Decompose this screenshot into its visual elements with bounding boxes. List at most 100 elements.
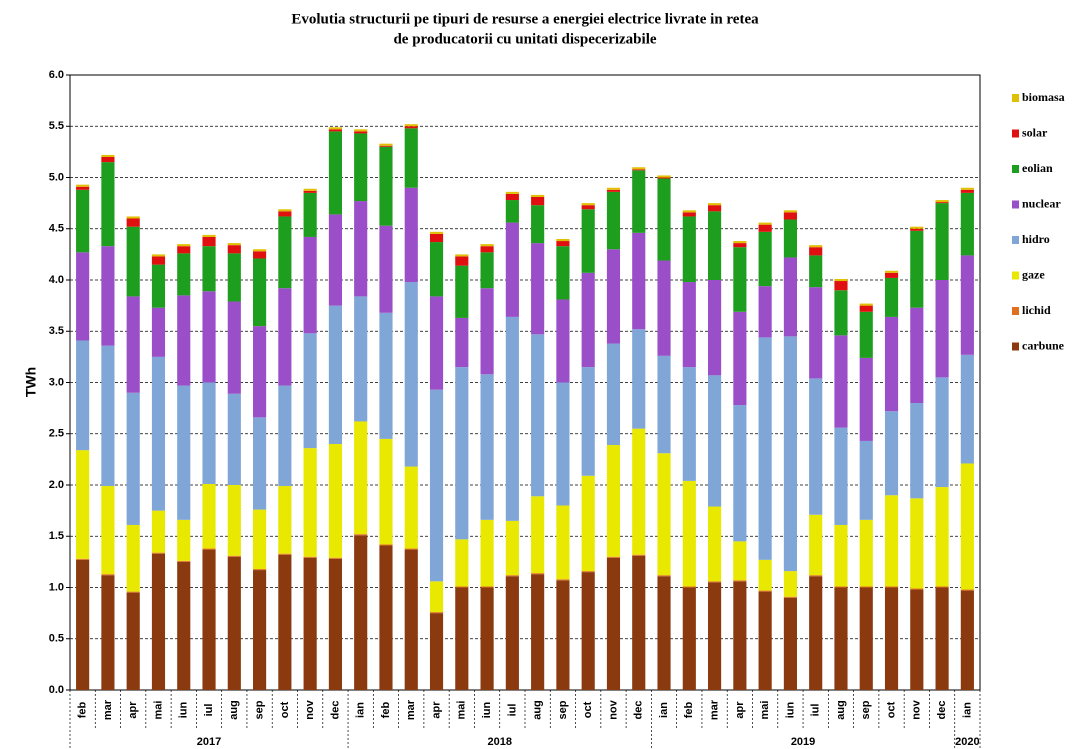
bar-segment <box>884 587 899 690</box>
bar-segment <box>227 485 241 556</box>
x-tick-label: apr <box>127 701 139 719</box>
x-tick-label: nov <box>607 699 619 719</box>
bar-segment <box>556 579 570 581</box>
bar-segment <box>834 587 848 690</box>
bar-segment <box>101 486 115 575</box>
bar-segment <box>227 301 241 394</box>
x-tick-label: oct <box>885 701 897 718</box>
bar-segment <box>253 249 267 252</box>
bar-segment <box>632 167 646 170</box>
bar-segment <box>278 209 292 212</box>
bar-segment <box>733 243 747 248</box>
bar-segment <box>455 367 469 540</box>
bar-segment <box>682 282 696 368</box>
bar-segment <box>404 282 418 467</box>
bar-segment <box>910 589 924 690</box>
bar-segment <box>556 382 570 506</box>
bar-segment <box>581 205 595 210</box>
bar-segment <box>884 277 899 317</box>
bar-segment <box>505 193 519 201</box>
bar-segment <box>809 255 823 288</box>
legend-swatch <box>1012 342 1019 351</box>
bar-segment <box>505 520 519 576</box>
bar-segment <box>960 187 974 190</box>
bar-segment <box>960 354 974 464</box>
bar-segment <box>202 483 216 549</box>
bar-segment <box>834 524 848 587</box>
bar-segment <box>455 586 469 588</box>
x-tick-label: dec <box>633 701 645 720</box>
y-tick-label: 0.5 <box>49 633 64 645</box>
x-tick-label: iun <box>784 701 796 718</box>
bar-segment <box>354 421 368 535</box>
legend-swatch <box>1012 271 1019 280</box>
bar-segment <box>657 177 671 179</box>
bar-segment <box>910 498 924 589</box>
bar-segment <box>455 317 469 368</box>
bar-segment <box>303 190 317 193</box>
bar-segment <box>935 586 949 588</box>
bar-segment <box>884 272 899 278</box>
bar-segment <box>758 231 772 287</box>
x-tick-label: iun <box>178 701 190 718</box>
bar-segment <box>682 480 696 587</box>
bar-segment <box>151 307 166 357</box>
bar-segment <box>758 224 772 232</box>
bar-segment <box>859 303 873 306</box>
bar-segment <box>76 558 90 560</box>
bar-segment <box>960 463 974 590</box>
bar-segment <box>935 202 949 204</box>
bar-segment <box>884 270 899 273</box>
bar-segment <box>531 496 545 574</box>
bar-segment <box>227 556 241 690</box>
bar-segment <box>303 333 317 449</box>
bar-segment <box>809 378 823 515</box>
bar-segment <box>177 253 191 296</box>
x-tick-label: mai <box>456 701 468 720</box>
y-tick-label: 5.5 <box>49 120 64 132</box>
bar-segment <box>278 553 292 555</box>
bar-segment <box>708 211 722 280</box>
y-tick-label: 6.0 <box>49 69 64 81</box>
x-tick-label: iun <box>481 701 493 718</box>
bar-segment <box>227 555 241 557</box>
bar-segment <box>76 450 90 559</box>
bar-segment <box>834 586 848 588</box>
bar-segment <box>202 382 216 484</box>
bar-segment <box>278 385 292 487</box>
bar-segment <box>76 186 90 190</box>
x-tick-label: sep <box>557 700 569 719</box>
legend-label: carbune <box>1022 338 1065 352</box>
bar-segment <box>531 205 545 244</box>
bar-segment <box>935 587 949 690</box>
bar-segment <box>556 580 570 690</box>
legend-swatch <box>1012 307 1019 315</box>
chart-title: Evolutia structurii pe tipuri de resurse… <box>291 11 759 27</box>
bar-segment <box>733 311 747 406</box>
bar-segment <box>657 355 671 454</box>
legend-label: biomasa <box>1022 90 1065 104</box>
legend-label: gaze <box>1022 267 1045 281</box>
bar-segment <box>101 162 115 247</box>
bar-segment <box>354 133 368 202</box>
x-tick-label: ian <box>658 702 670 718</box>
bar-segment <box>632 329 646 429</box>
bar-segment <box>126 591 140 593</box>
bar-segment <box>76 340 90 451</box>
bar-segment <box>556 241 570 247</box>
bar-segment <box>531 196 545 206</box>
bar-segment <box>834 281 848 291</box>
bar-segment <box>101 574 115 576</box>
bar-segment <box>733 241 747 244</box>
x-tick-label: mai <box>759 701 771 720</box>
bar-segment <box>783 597 797 690</box>
bar-segment <box>783 571 797 597</box>
bar-segment <box>480 587 494 690</box>
legend-swatch <box>1012 129 1019 138</box>
x-tick-label: nov <box>911 699 923 719</box>
y-tick-label: 2.0 <box>49 479 64 491</box>
x-tick-label: oct <box>582 701 594 718</box>
chart-title: de producatorii cu unitati dispecerizabi… <box>393 31 656 47</box>
bar-segment <box>101 154 115 157</box>
bar-segment <box>151 356 166 511</box>
